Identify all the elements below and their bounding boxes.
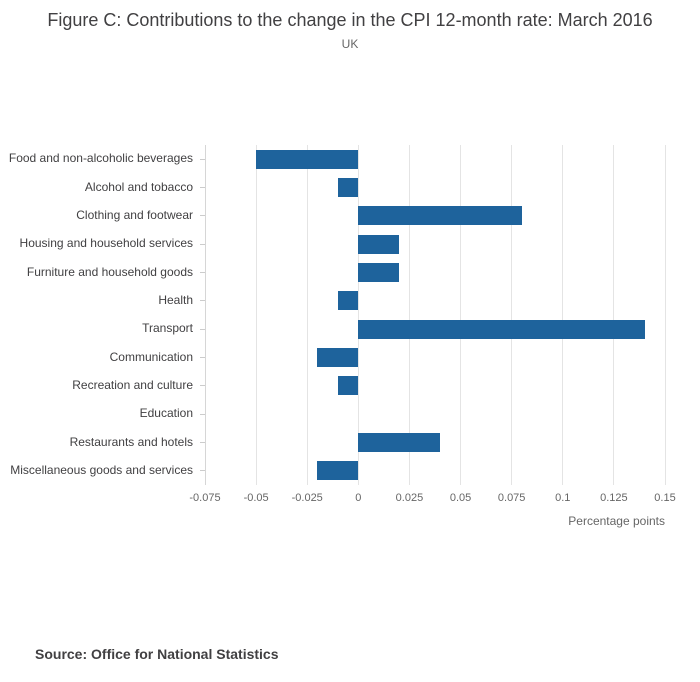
chart-subtitle: UK: [341, 37, 359, 51]
category-label: Alcohol and tobacco: [84, 179, 193, 194]
category-label: Housing and household services: [19, 236, 193, 251]
y-tick: [200, 272, 205, 273]
category-label: Education: [139, 406, 193, 421]
x-gridline: [306, 145, 308, 485]
y-tick: [200, 215, 205, 217]
x-gridline: [664, 145, 666, 485]
y-tick: [200, 442, 205, 443]
y-tick: [200, 413, 205, 415]
x-tick-label: -0.075: [189, 492, 221, 504]
x-tick-label: 0.025: [395, 492, 424, 504]
x-gridline: [460, 145, 462, 485]
bar: [256, 149, 359, 169]
y-tick: [200, 187, 205, 188]
category-label: Miscellaneous goods and services: [10, 462, 193, 477]
x-gridline: [613, 145, 615, 485]
x-gridline: [255, 145, 257, 485]
x-gridline: [562, 145, 564, 485]
y-tick: [200, 385, 205, 387]
bar: [337, 178, 359, 197]
y-tick: [200, 300, 205, 302]
bar: [358, 234, 400, 254]
bar: [337, 376, 359, 396]
bar: [358, 263, 400, 282]
x-axis-title: Percentage points: [568, 514, 665, 528]
y-tick: [200, 328, 205, 330]
category-label: Clothing and footwear: [76, 207, 193, 222]
bar: [358, 433, 441, 452]
category-label: Health: [158, 292, 193, 307]
x-gridline: [408, 145, 410, 485]
category-label: Furniture and household goods: [26, 264, 193, 279]
x-tick-label: 0: [355, 492, 362, 504]
category-label: Transport: [142, 321, 193, 336]
category-label: Communication: [109, 349, 193, 364]
x-tick-label: -0.025: [291, 492, 323, 504]
category-label: Restaurants and hotels: [69, 434, 193, 449]
x-tick-label: 0.15: [654, 492, 676, 504]
category-label: Food and non-alcoholic beverages: [8, 151, 193, 166]
x-tick-label: 0.05: [449, 492, 472, 504]
x-gridline: [511, 145, 513, 485]
y-tick: [200, 357, 205, 358]
x-tick-label: 0.075: [497, 492, 526, 504]
category-label: Recreation and culture: [72, 377, 193, 392]
x-gridline: [357, 145, 359, 485]
bar: [317, 348, 359, 367]
y-tick: [200, 243, 205, 245]
chart-title: Figure C: Contributions to the change in…: [47, 10, 653, 30]
x-tick-label: -0.05: [243, 492, 269, 504]
source-note: Source: Office for National Statistics: [35, 646, 279, 662]
y-tick: [200, 470, 205, 472]
y-axis-line: [205, 145, 206, 485]
bar: [337, 291, 359, 311]
y-tick: [200, 158, 205, 160]
bar: [317, 461, 359, 481]
bar: [358, 319, 645, 339]
x-tick-label: 0.1: [555, 492, 571, 504]
bar: [358, 206, 522, 226]
x-tick-label: 0.125: [600, 492, 628, 504]
